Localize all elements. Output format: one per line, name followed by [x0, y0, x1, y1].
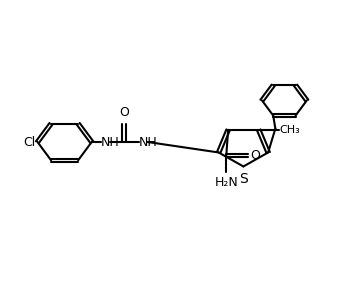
Text: NH: NH	[139, 135, 157, 149]
Text: S: S	[239, 172, 248, 185]
Text: NH: NH	[101, 135, 119, 149]
Text: O: O	[119, 106, 129, 119]
Text: H₂N: H₂N	[214, 176, 238, 189]
Text: Cl: Cl	[23, 135, 36, 149]
Text: O: O	[250, 149, 260, 162]
Text: CH₃: CH₃	[279, 125, 300, 135]
